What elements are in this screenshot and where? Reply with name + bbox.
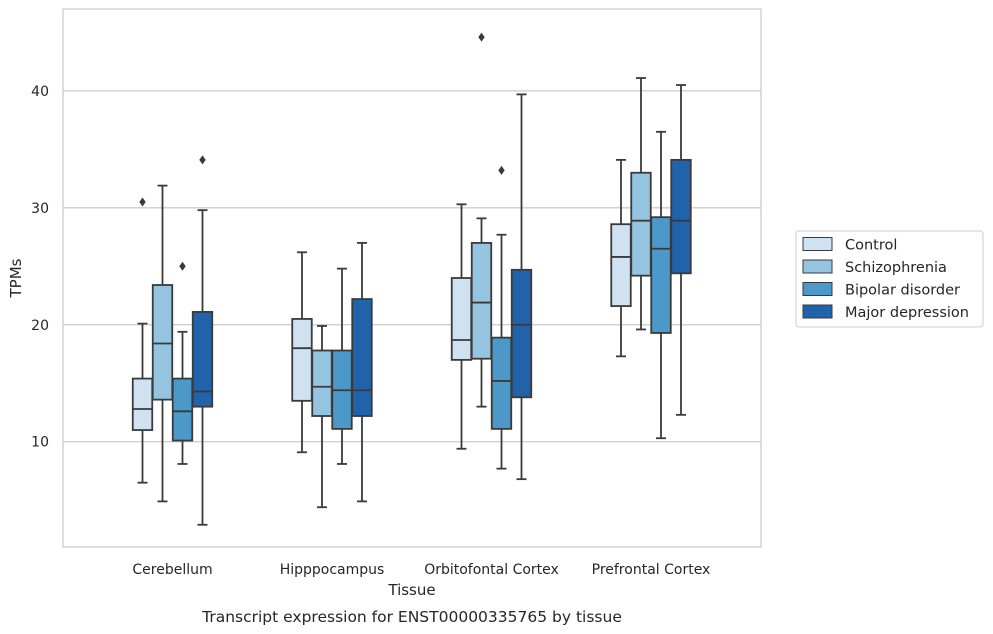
box-schizophrenia bbox=[630, 77, 652, 331]
box-control bbox=[610, 158, 632, 358]
box-control bbox=[131, 197, 154, 484]
outlier-point bbox=[478, 32, 485, 42]
outlier-point bbox=[199, 155, 206, 165]
box-iqr bbox=[450, 277, 473, 361]
legend-label: Major depression bbox=[845, 305, 969, 321]
y-tick-label: 30 bbox=[31, 201, 49, 217]
box-major-depression bbox=[351, 242, 373, 503]
legend-swatch bbox=[802, 259, 833, 274]
box-iqr bbox=[470, 242, 493, 360]
box-iqr bbox=[191, 311, 214, 408]
box-iqr bbox=[151, 284, 174, 401]
box-major-depression bbox=[191, 155, 214, 526]
legend-frame bbox=[795, 230, 984, 328]
x-tick-label: Cerebellum bbox=[132, 562, 212, 578]
box-major-depression bbox=[510, 93, 533, 481]
box-iqr bbox=[650, 216, 672, 334]
outlier-point bbox=[498, 165, 505, 175]
grid-lines bbox=[63, 90, 761, 443]
box-bipolar-disorder bbox=[331, 267, 353, 465]
plot-area-frame bbox=[62, 8, 762, 548]
legend-swatch bbox=[802, 304, 833, 319]
boxes bbox=[131, 32, 692, 526]
box-iqr bbox=[171, 377, 194, 442]
legend-label: Control bbox=[845, 238, 897, 254]
box-iqr bbox=[490, 336, 513, 430]
y-tick-label: 10 bbox=[31, 435, 49, 451]
box-iqr bbox=[610, 223, 632, 307]
box-schizophrenia bbox=[311, 325, 333, 509]
outlier-point bbox=[139, 197, 146, 207]
x-axis-label: Tissue bbox=[387, 581, 435, 599]
legend-swatch bbox=[802, 282, 833, 296]
box-bipolar-disorder bbox=[490, 165, 513, 470]
box-control bbox=[291, 251, 313, 454]
box-iqr bbox=[311, 349, 333, 417]
box-iqr bbox=[131, 377, 154, 431]
box-control bbox=[450, 203, 473, 450]
box-schizophrenia bbox=[470, 32, 493, 408]
legend-label: Schizophrenia bbox=[845, 260, 947, 276]
y-tick-label: 40 bbox=[31, 84, 49, 100]
x-tick-labels: Cerebellum Hipppocampus Orbitofontal Corte… bbox=[132, 562, 710, 578]
y-tick-label: 20 bbox=[31, 318, 49, 334]
legend-swatch bbox=[802, 237, 833, 251]
box-iqr bbox=[291, 318, 313, 402]
x-tick-label: Hipppocampus bbox=[280, 562, 385, 578]
y-tick-labels: 10 20 30 40 bbox=[31, 84, 49, 451]
box-bipolar-disorder bbox=[171, 261, 194, 465]
box-iqr bbox=[670, 158, 692, 275]
box-bipolar-disorder bbox=[650, 130, 672, 440]
legend-label: Bipolar disorder bbox=[845, 283, 960, 299]
box-schizophrenia bbox=[151, 184, 174, 503]
box-major-depression bbox=[670, 84, 692, 416]
outlier-point bbox=[179, 261, 186, 271]
x-tick-label: Orbitofontal Cortex bbox=[424, 562, 559, 578]
box-iqr bbox=[630, 171, 652, 277]
x-tick-label: Prefrontal Cortex bbox=[592, 562, 711, 578]
legend: Control Schizophrenia Bipolar disorder Majo… bbox=[795, 230, 984, 328]
y-axis-label: TPMs bbox=[7, 258, 25, 298]
box-iqr bbox=[351, 298, 373, 417]
box-iqr bbox=[510, 268, 533, 399]
chart-caption: Transcript expression for ENST0000033576… bbox=[201, 608, 622, 626]
